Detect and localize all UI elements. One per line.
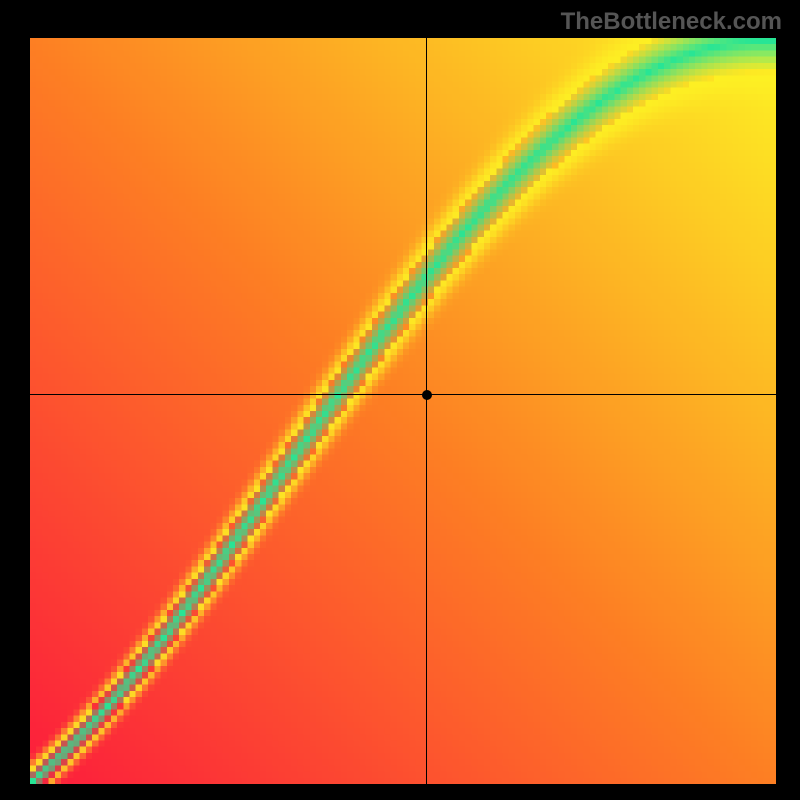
marker-dot [422,390,432,400]
chart-container: TheBottleneck.com [0,0,800,800]
crosshair-horizontal [30,394,776,395]
watermark-text: TheBottleneck.com [561,8,782,36]
bottleneck-heatmap [30,38,776,784]
heatmap-canvas [30,38,776,784]
crosshair-vertical [426,38,427,784]
